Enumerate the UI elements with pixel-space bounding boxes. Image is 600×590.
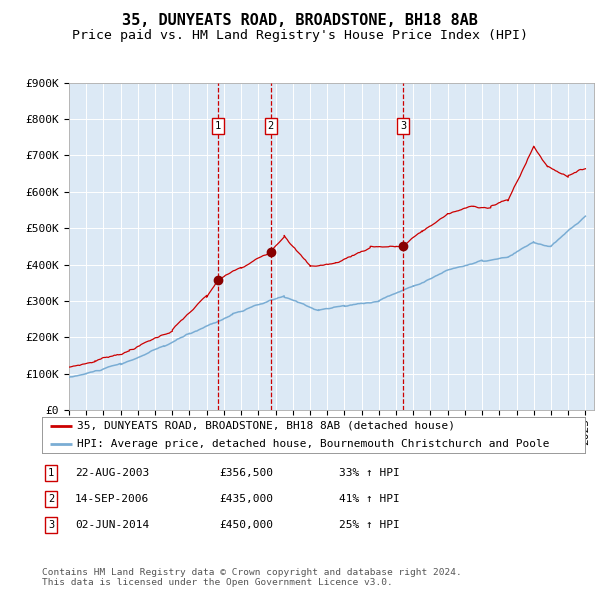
Text: Price paid vs. HM Land Registry's House Price Index (HPI): Price paid vs. HM Land Registry's House …	[72, 29, 528, 42]
Text: 33% ↑ HPI: 33% ↑ HPI	[339, 468, 400, 478]
Text: 3: 3	[48, 520, 54, 530]
Text: 3: 3	[400, 122, 406, 131]
Text: 2: 2	[268, 122, 274, 131]
Text: 35, DUNYEATS ROAD, BROADSTONE, BH18 8AB (detached house): 35, DUNYEATS ROAD, BROADSTONE, BH18 8AB …	[77, 421, 455, 431]
Text: £356,500: £356,500	[219, 468, 273, 478]
Text: Contains HM Land Registry data © Crown copyright and database right 2024.
This d: Contains HM Land Registry data © Crown c…	[42, 568, 462, 587]
Text: £435,000: £435,000	[219, 494, 273, 504]
Text: 1: 1	[215, 122, 221, 131]
Text: 35, DUNYEATS ROAD, BROADSTONE, BH18 8AB: 35, DUNYEATS ROAD, BROADSTONE, BH18 8AB	[122, 13, 478, 28]
Text: 2: 2	[48, 494, 54, 504]
Text: HPI: Average price, detached house, Bournemouth Christchurch and Poole: HPI: Average price, detached house, Bour…	[77, 439, 550, 449]
Text: £450,000: £450,000	[219, 520, 273, 530]
Text: 25% ↑ HPI: 25% ↑ HPI	[339, 520, 400, 530]
Text: 1: 1	[48, 468, 54, 478]
Text: 14-SEP-2006: 14-SEP-2006	[75, 494, 149, 504]
Text: 41% ↑ HPI: 41% ↑ HPI	[339, 494, 400, 504]
Text: 02-JUN-2014: 02-JUN-2014	[75, 520, 149, 530]
Text: 22-AUG-2003: 22-AUG-2003	[75, 468, 149, 478]
